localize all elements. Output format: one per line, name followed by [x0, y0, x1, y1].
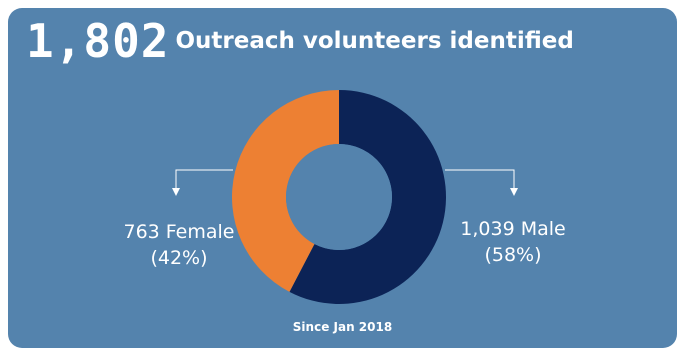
male-count-label: 1,039 Male: [460, 218, 566, 240]
headline-text: Outreach volunteers identified: [175, 28, 574, 54]
male-percent-label: (58%): [484, 244, 542, 266]
female-leader-line: [172, 169, 233, 196]
donut-slice-male: [289, 90, 446, 304]
donut-slices: [231, 90, 446, 304]
female-percent-label: (42%): [150, 247, 208, 269]
male-label: 1,039 Male (58%): [448, 216, 578, 268]
male-leader-line: [445, 169, 518, 196]
donut-slice-female: [231, 90, 339, 292]
female-count-label: 763 Female: [123, 221, 235, 243]
headline: 1,802 Outreach volunteers identified: [26, 14, 574, 68]
since-footnote: Since Jan 2018: [292, 320, 393, 334]
female-label: 763 Female (42%): [110, 219, 248, 271]
donut-hole: [286, 144, 392, 250]
total-volunteers-number: 1,802: [26, 14, 170, 68]
